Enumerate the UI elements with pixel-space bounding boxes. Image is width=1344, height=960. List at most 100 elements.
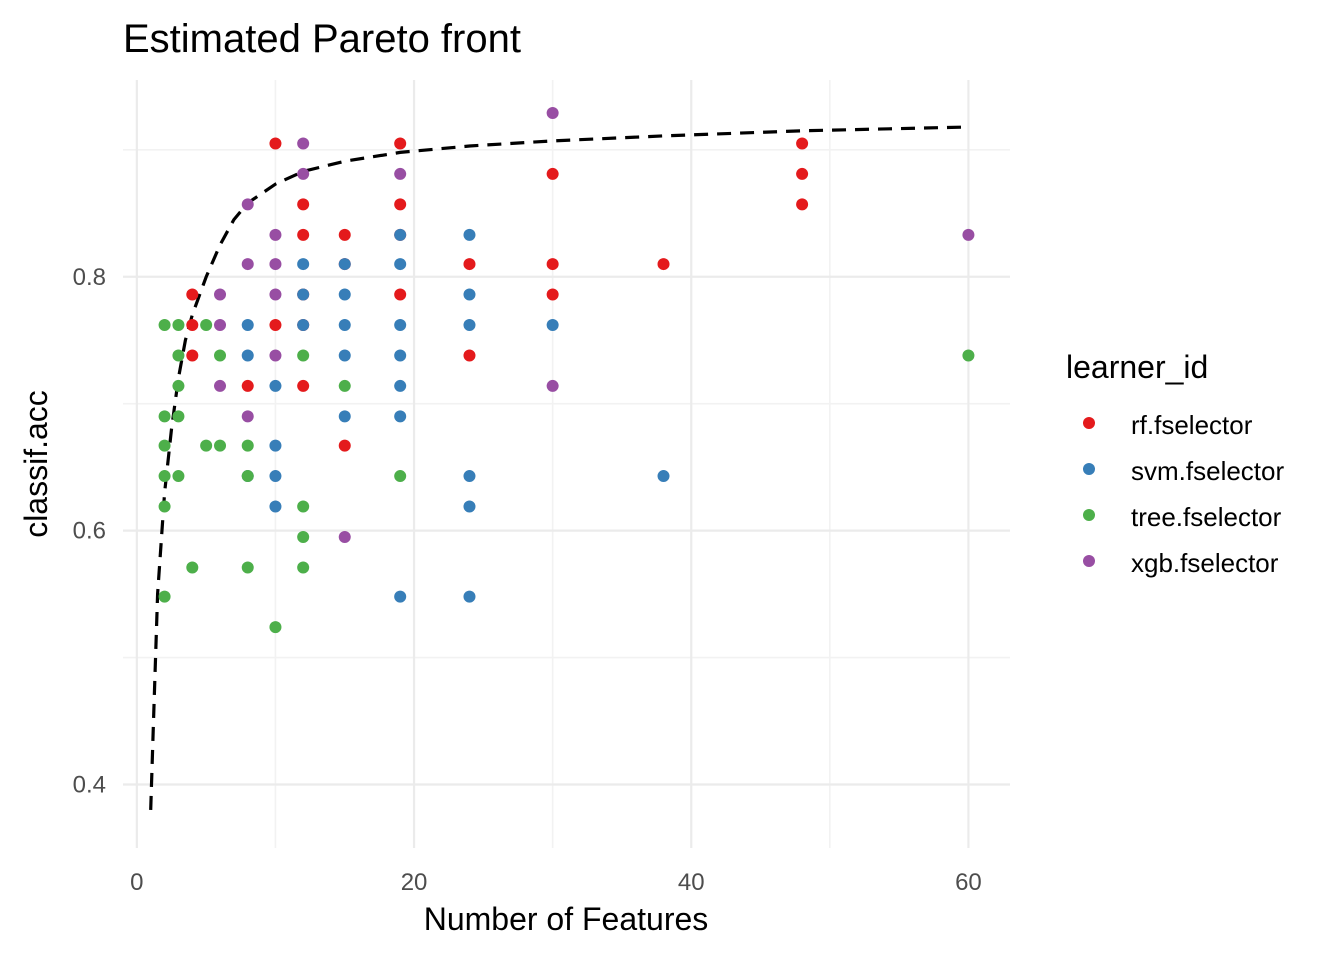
data-point (214, 349, 227, 362)
data-point (214, 288, 227, 301)
data-point (463, 288, 476, 301)
data-point (186, 288, 199, 301)
data-point (297, 137, 310, 150)
data-point (214, 439, 227, 452)
legend-item: svm.fselector (1083, 456, 1284, 486)
data-point (394, 470, 407, 483)
legend-key (1083, 555, 1095, 567)
data-point (269, 439, 282, 452)
data-point (269, 137, 282, 150)
data-point (394, 167, 407, 180)
data-point (241, 379, 254, 392)
legend-items: rf.fselector svm.fselector tree.fselector x… (1083, 410, 1284, 578)
data-point (463, 318, 476, 331)
data-point (463, 349, 476, 362)
series-rf-fselector (186, 137, 809, 452)
data-point (241, 439, 254, 452)
data-point (186, 561, 199, 574)
series-svm-fselector (241, 228, 670, 603)
x-tick-label: 40 (678, 869, 705, 896)
data-point (158, 470, 171, 483)
legend-item: rf.fselector (1083, 410, 1253, 440)
data-point (394, 228, 407, 241)
legend-label: svm.fselector (1131, 456, 1284, 486)
data-point (297, 167, 310, 180)
data-point (297, 530, 310, 543)
data-point (962, 228, 975, 241)
y-tick-label: 0.6 (73, 518, 106, 545)
pareto-front-line (149, 125, 969, 810)
data-point (297, 258, 310, 271)
legend-label: tree.fselector (1131, 502, 1282, 532)
data-point (338, 439, 351, 452)
x-tick-label: 20 (401, 869, 428, 896)
data-point (796, 137, 809, 150)
data-point (338, 258, 351, 271)
data-point (269, 500, 282, 513)
data-point (394, 198, 407, 211)
data-point (796, 198, 809, 211)
legend-label: rf.fselector (1131, 410, 1253, 440)
data-point (657, 470, 670, 483)
data-point (269, 470, 282, 483)
data-point (338, 410, 351, 423)
data-point (241, 561, 254, 574)
data-point (158, 318, 171, 331)
x-axis-ticks: 0 20 40 60 (130, 869, 982, 896)
data-point (200, 439, 213, 452)
data-point (394, 379, 407, 392)
data-point (394, 590, 407, 603)
data-point (546, 288, 559, 301)
y-axis-title: classif.acc (18, 390, 54, 538)
data-point (186, 349, 199, 362)
grid-lines (123, 80, 1010, 848)
data-point (297, 379, 310, 392)
data-point (394, 288, 407, 301)
y-axis-ticks: 0.4 0.6 0.8 (73, 264, 106, 799)
data-point (241, 470, 254, 483)
data-point (297, 349, 310, 362)
data-point (172, 470, 185, 483)
data-point (186, 318, 199, 331)
y-tick-label: 0.8 (73, 264, 106, 291)
data-point (546, 258, 559, 271)
data-point (269, 379, 282, 392)
pareto-front (149, 125, 969, 810)
data-point (546, 318, 559, 331)
data-point (394, 410, 407, 423)
data-point (394, 137, 407, 150)
legend-label: xgb.fselector (1131, 548, 1279, 578)
legend-key (1083, 463, 1095, 475)
data-point (338, 530, 351, 543)
legend-title: learner_id (1066, 349, 1208, 385)
data-point (546, 379, 559, 392)
y-tick-label: 0.4 (73, 772, 106, 799)
data-point (962, 349, 975, 362)
data-point (338, 318, 351, 331)
data-point (269, 621, 282, 634)
x-tick-label: 0 (130, 869, 143, 896)
data-point (338, 228, 351, 241)
data-point (394, 349, 407, 362)
x-tick-label: 60 (955, 869, 982, 896)
data-point (158, 439, 171, 452)
data-points (158, 107, 975, 634)
data-point (463, 470, 476, 483)
data-point (463, 500, 476, 513)
data-point (172, 379, 185, 392)
data-point (158, 590, 171, 603)
data-point (241, 198, 254, 211)
data-point (200, 318, 213, 331)
data-point (297, 318, 310, 331)
data-point (158, 410, 171, 423)
data-point (297, 288, 310, 301)
data-point (269, 258, 282, 271)
legend-key (1083, 417, 1095, 429)
data-point (269, 349, 282, 362)
data-point (338, 379, 351, 392)
data-point (214, 318, 227, 331)
data-point (546, 107, 559, 120)
legend-key (1083, 509, 1095, 521)
data-point (269, 228, 282, 241)
